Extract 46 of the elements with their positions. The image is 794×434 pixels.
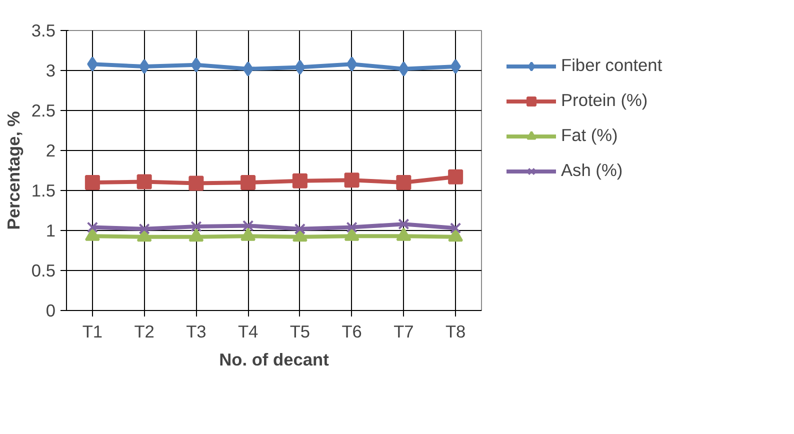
- x-tick-label: T8: [445, 322, 466, 342]
- y-tick-label: 3: [46, 60, 56, 80]
- point: [190, 220, 202, 232]
- y-tick-label: 0: [46, 300, 56, 320]
- point: [344, 172, 360, 188]
- x-tick-label: T2: [134, 322, 154, 342]
- y-tick-label: 2: [46, 140, 56, 160]
- x-tick-label: T3: [186, 322, 206, 342]
- point: [84, 175, 100, 190]
- x-axis-title: No. of decant: [219, 350, 330, 370]
- point: [346, 222, 358, 233]
- point: [86, 222, 98, 233]
- point: [242, 61, 254, 76]
- point: [398, 61, 410, 76]
- y-tick-label: 1: [46, 220, 56, 240]
- point: [294, 223, 306, 234]
- point: [138, 59, 150, 74]
- y-axis-title: Percentage, %: [3, 111, 24, 230]
- point: [242, 220, 254, 232]
- point: [188, 176, 204, 191]
- point: [190, 57, 202, 72]
- legend-label: Protein (%): [561, 90, 648, 111]
- y-tick-label: 0.5: [31, 260, 56, 280]
- x-tick-label: T1: [82, 322, 103, 342]
- y-tick-label: 2.5: [31, 100, 56, 120]
- legend-label: Fat (%): [561, 125, 618, 146]
- point: [450, 59, 461, 74]
- point: [240, 175, 256, 190]
- point: [450, 222, 462, 234]
- y-tick-label: 1.5: [31, 180, 56, 200]
- point: [396, 175, 412, 190]
- point: [346, 56, 358, 72]
- x-tick-label: T5: [290, 322, 310, 342]
- y-tick-label: 3.5: [31, 20, 56, 40]
- point: [448, 169, 464, 184]
- point: [138, 223, 150, 234]
- legend-label: Fiber content: [561, 55, 662, 76]
- legend-label: Ash (%): [561, 160, 623, 181]
- point: [398, 218, 410, 230]
- x-tick-label: T6: [342, 322, 362, 342]
- x-tick-label: T7: [394, 322, 414, 342]
- x-tick-label: T4: [238, 322, 259, 342]
- point: [87, 56, 98, 72]
- point: [292, 173, 308, 188]
- point: [136, 174, 152, 190]
- point: [294, 60, 306, 75]
